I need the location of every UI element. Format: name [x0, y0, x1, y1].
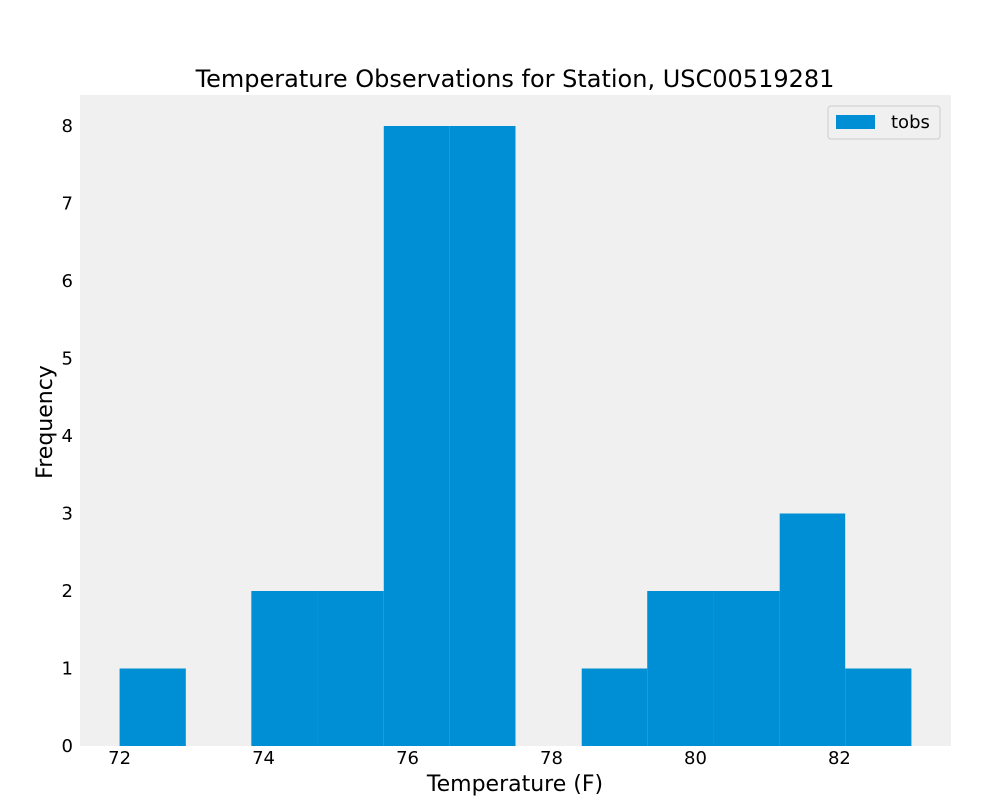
- histogram-bar: [119, 668, 186, 746]
- chart-title: Temperature Observations for Station, US…: [195, 65, 835, 93]
- x-axis-label: Temperature (F): [426, 772, 603, 797]
- y-tick-label: 1: [62, 659, 73, 680]
- y-tick-label: 3: [62, 504, 73, 525]
- x-tick-labels: 72 74 76 78 80 82: [108, 748, 851, 769]
- y-tick-label: 6: [62, 271, 73, 292]
- x-tick-label: 76: [396, 748, 419, 769]
- histogram-bar: [251, 591, 318, 746]
- y-tick-label: 2: [62, 581, 73, 602]
- x-tick-label: 80: [684, 748, 707, 769]
- x-tick-label: 72: [108, 748, 131, 769]
- histogram-bar: [581, 668, 648, 746]
- legend-swatch: [836, 115, 875, 129]
- x-tick-label: 74: [252, 748, 275, 769]
- histogram-bar: [383, 126, 450, 746]
- y-tick-label: 4: [62, 426, 73, 447]
- y-axis-label: Frequency: [33, 365, 58, 479]
- histogram-bar: [647, 591, 714, 746]
- y-tick-label: 0: [62, 736, 73, 757]
- y-tick-label: 5: [62, 349, 73, 370]
- x-tick-label: 78: [540, 748, 563, 769]
- y-tick-labels: 0 1 2 3 4 5 6 7 8: [62, 116, 73, 757]
- y-tick-label: 8: [62, 116, 73, 137]
- legend-label-tobs: tobs: [891, 112, 930, 133]
- y-tick-label: 7: [62, 194, 73, 215]
- bars-group: [119, 126, 912, 746]
- histogram-bar: [845, 668, 912, 746]
- histogram-bar: [779, 513, 846, 746]
- histogram-bar: [317, 591, 384, 746]
- histogram-bar: [713, 591, 780, 746]
- legend: tobs: [827, 105, 941, 140]
- histogram-bar: [449, 126, 516, 746]
- legend-box: [827, 105, 941, 140]
- x-tick-label: 82: [828, 748, 851, 769]
